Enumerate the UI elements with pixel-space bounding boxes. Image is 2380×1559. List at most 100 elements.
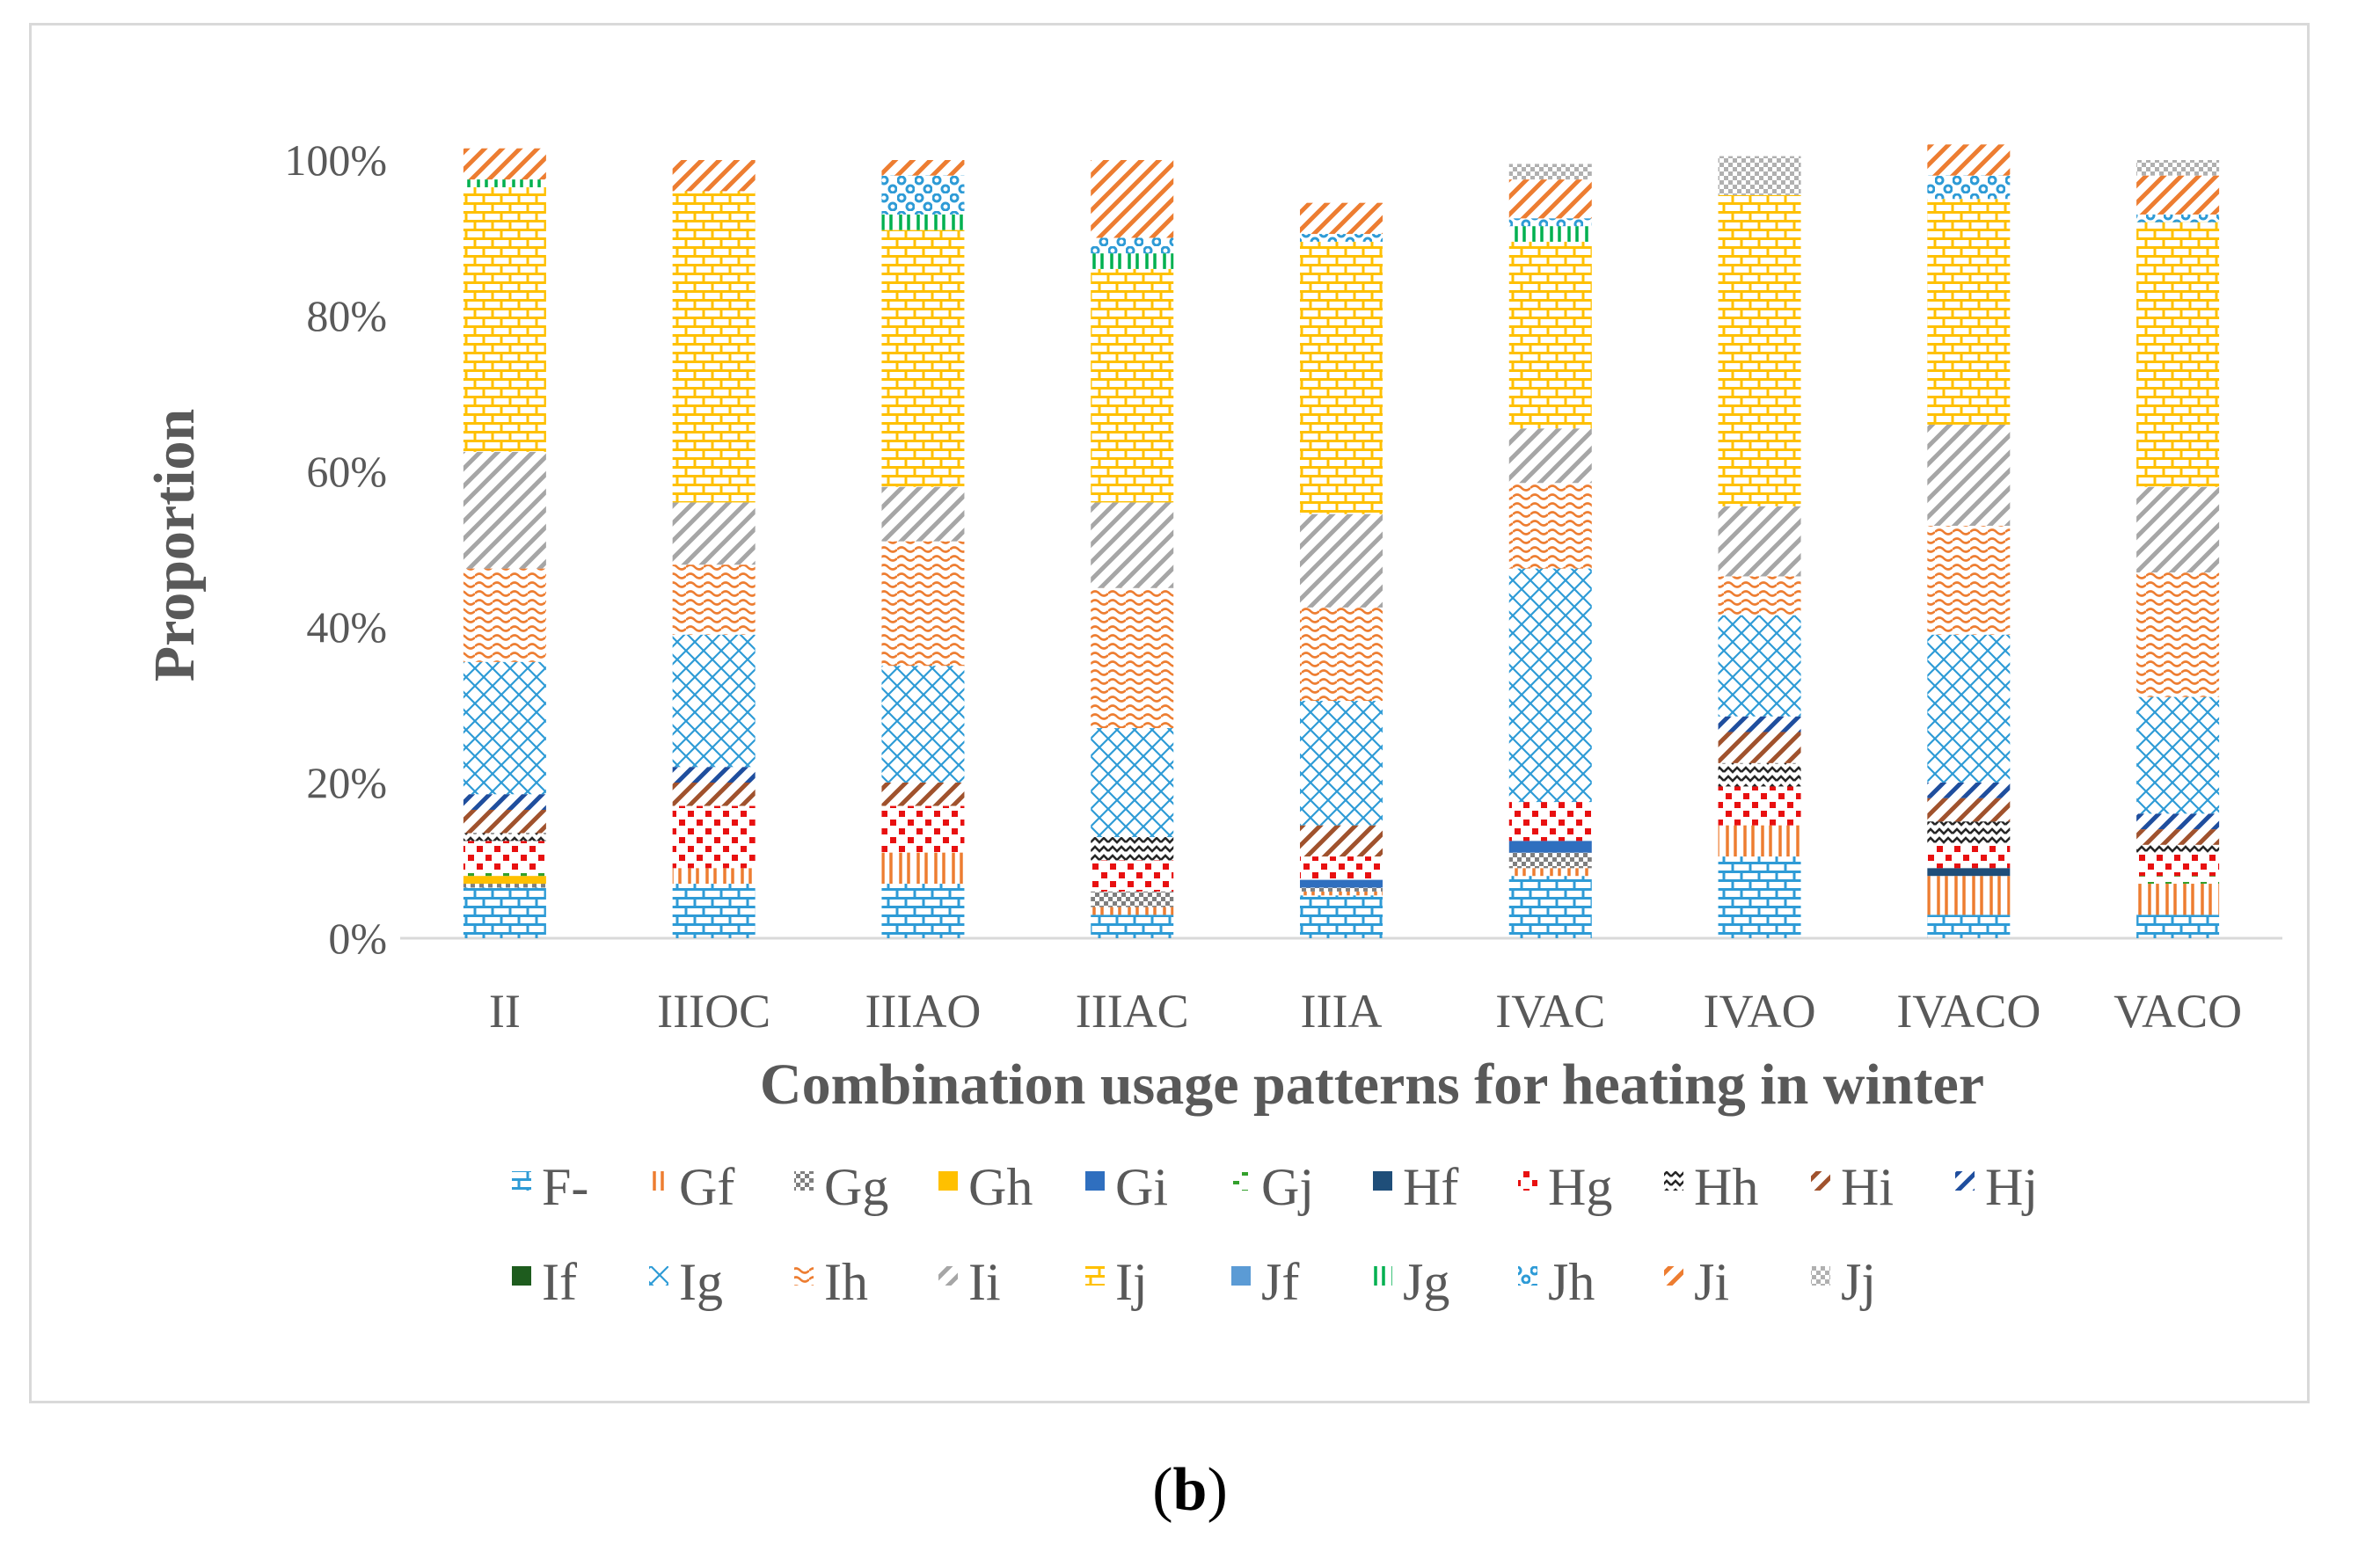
legend-swatch: [1085, 1171, 1105, 1191]
legend-swatch: [512, 1266, 531, 1286]
bar-segment-ji-ivac: [1508, 179, 1592, 219]
bar-segment-ii-ivaco: [1927, 424, 2011, 526]
legend-label: Jg: [1403, 1253, 1449, 1311]
bar-segment-jh-iiiao: [881, 175, 965, 215]
bar-segment-hg-iiiao: [881, 805, 965, 853]
bar-segment-gf-ivaco: [1927, 876, 2011, 915]
bar-segment-hi-iiioc: [672, 783, 756, 806]
bar-segment-hi-vaco: [2136, 829, 2220, 845]
legend-swatch: [649, 1266, 668, 1286]
bar-segment-f-vaco: [2136, 914, 2220, 938]
bar-segment-hg-iiiac: [1091, 860, 1174, 892]
bar-segment-ih-iiiac: [1091, 587, 1174, 729]
bar-stack-iiia: [1300, 202, 1383, 938]
legend-swatch: [1811, 1266, 1830, 1286]
bar-stack-ii: [463, 148, 546, 938]
legend-item-jg: Jg: [1373, 1253, 1449, 1311]
x-tick-label: II: [489, 985, 521, 1038]
bar-segment-gg-iiia: [1300, 887, 1383, 892]
legend-label: If: [542, 1253, 577, 1311]
bar-segment-gg-ivac: [1508, 852, 1592, 869]
bar-segment-ig-iiiac: [1091, 728, 1174, 837]
bar-segment-hg-iiia: [1300, 856, 1383, 880]
legend-item-hi: Hi: [1811, 1158, 1894, 1216]
legend-label: Ii: [968, 1253, 1001, 1311]
bar-segment-f-iiiac: [1091, 914, 1174, 938]
bar-segment-hh-ivao: [1718, 762, 1801, 787]
bar-segment-ig-ivao: [1718, 615, 1801, 717]
bar-segment-ih-iiioc: [672, 565, 756, 635]
bar-segment-gg-iiiac: [1091, 891, 1174, 907]
bar-segment-gf-iiioc: [672, 868, 756, 885]
y-tick-label: 100%: [284, 135, 387, 185]
bar-segment-f-ivac: [1508, 876, 1592, 938]
x-tick-label: VACO: [2114, 985, 2242, 1038]
bar-segment-gf-iiiac: [1091, 907, 1174, 915]
legend-label: Ji: [1694, 1253, 1729, 1311]
bar-segment-hi-ii: [463, 809, 546, 834]
bar-segment-gj-ii: [463, 871, 546, 877]
bar-stack-ivaco: [1927, 144, 2011, 938]
legend-swatch: [1373, 1266, 1392, 1286]
legend-label: Hi: [1841, 1158, 1894, 1216]
y-tick-label: 60%: [306, 447, 387, 496]
bar-segment-hi-ivao: [1718, 732, 1801, 763]
bar-segment-ii-ivac: [1508, 428, 1592, 484]
legend-swatch: [512, 1171, 531, 1191]
bar-segment-gi-iiia: [1300, 879, 1383, 888]
bar-segment-ig-vaco: [2136, 696, 2220, 814]
caption-label: b: [1172, 1456, 1208, 1524]
legend-label: F-: [542, 1158, 588, 1216]
legend-swatch: [649, 1171, 668, 1191]
legend-swatch: [794, 1266, 814, 1286]
bar-segment-hg-ivac: [1508, 802, 1592, 841]
bar-segment-ji-iiiac: [1091, 160, 1174, 238]
bar-segment-ih-iiia: [1300, 607, 1383, 702]
bar-segment-ij-ivao: [1718, 194, 1801, 506]
legend-label: Gi: [1115, 1158, 1168, 1216]
bar-segment-ii-ivao: [1718, 506, 1801, 577]
bar-segment-hj-vaco: [2136, 813, 2220, 830]
legend-swatch: [1085, 1266, 1105, 1286]
bar-segment-gf-ivac: [1508, 868, 1592, 877]
legend-swatch: [1664, 1266, 1683, 1286]
legend-item-jj: Jj: [1811, 1253, 1876, 1311]
legend-swatch: [938, 1266, 958, 1286]
bar-segment-f-ivao: [1718, 856, 1801, 938]
legend: F- Gf Gg Gh Gi Gj Hf Hg Hh Hi Hj If Ig Ih Ii Ij Jf Jg Jh Ji…: [512, 1158, 2038, 1311]
legend-item-ih: Ih: [794, 1253, 868, 1311]
bar-segment-ij-ii: [463, 186, 546, 452]
legend-item-gh: Gh: [938, 1158, 1033, 1216]
legend-item-hf: Hf: [1373, 1158, 1458, 1216]
legend-item-hg: Hg: [1518, 1158, 1612, 1216]
x-tick-label: IIIAC: [1076, 985, 1189, 1038]
bar-segment-ii-vaco: [2136, 486, 2220, 573]
bar-segment-f-ii: [463, 887, 546, 938]
legend-swatch: [938, 1171, 958, 1191]
bar-segment-gg-ii: [463, 884, 546, 888]
bar-segment-ih-iiiao: [881, 541, 965, 667]
bar-segment-jj-ivac: [1508, 164, 1592, 180]
bar-segment-ig-iiioc: [672, 634, 756, 768]
legend-swatch: [1231, 1171, 1251, 1191]
bar-segment-jg-ivac: [1508, 226, 1592, 242]
legend-item-ji: Ji: [1664, 1253, 1729, 1311]
y-tick-label: 40%: [306, 602, 387, 652]
legend-swatch: [1518, 1266, 1537, 1286]
bar-segment-hh-ii: [463, 833, 546, 841]
x-tick-label: IVAO: [1704, 985, 1816, 1038]
legend-swatch: [794, 1171, 814, 1191]
legend-label: Hg: [1548, 1158, 1612, 1216]
legend-label: Jf: [1261, 1253, 1299, 1311]
legend-swatch: [1518, 1171, 1537, 1191]
bar-segment-ig-ii: [463, 661, 546, 795]
x-axis-title: Combination usage patterns for heating i…: [760, 1053, 1984, 1117]
bar-segment-hf-ivaco: [1927, 868, 2011, 877]
bar-stack-vaco: [2136, 160, 2220, 938]
legend-label: Jj: [1841, 1253, 1876, 1311]
bars: [463, 144, 2220, 938]
bar-segment-gh-ii: [463, 876, 546, 885]
bar-segment-hj-iiioc: [672, 767, 756, 783]
x-tick-label: IVAC: [1495, 985, 1605, 1038]
bar-segment-f-iiiao: [881, 884, 965, 938]
